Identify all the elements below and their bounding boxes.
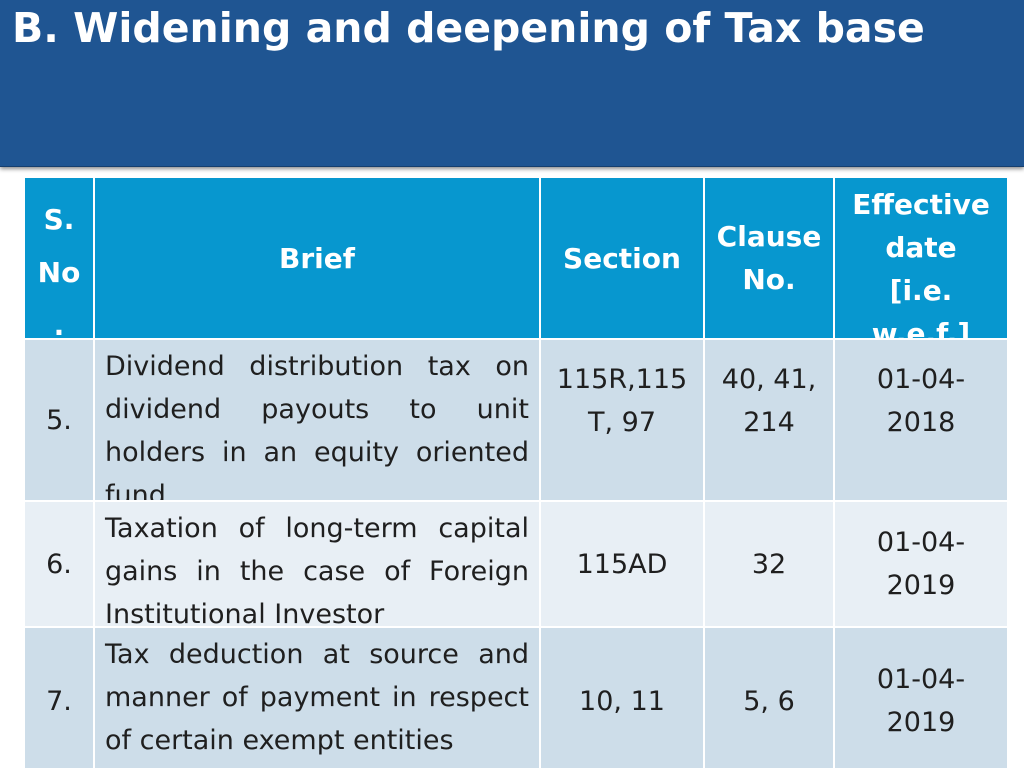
header-sno: S. No . [25,178,93,338]
header-brief-label: Brief [279,241,355,275]
header-clause: Clause No. [705,178,833,338]
effective-line: 01-04- [876,664,966,695]
row-5-clause: 40, 41, 214 [705,340,833,500]
row-6-brief: Taxation of long-term capital gains in t… [95,502,539,626]
row-5-brief: Dividend distribution tax on dividend pa… [95,340,539,500]
row-7-sno: 7. [25,628,93,768]
effective-line: 01-04- [876,527,966,558]
header-effective-line: date [885,231,957,264]
clause-line: 40, 41, [721,364,817,395]
row-7-section: 10, 11 [541,628,703,768]
effective-line: 01-04- [876,364,966,395]
row-5-section: 115R,115 T, 97 [541,340,703,500]
tax-base-table: S. No . Brief Section Clause No. Effecti… [25,178,1007,768]
effective-line: 2019 [886,570,956,601]
row-5-sno: 5. [25,340,93,500]
row-6-effective-date: 01-04- 2019 [835,502,1007,626]
row-6-section: 115AD [541,502,703,626]
header-effective-line: Effective [852,188,990,221]
section-line: 115R,115 [556,364,688,395]
title-bar: B. Widening and deepening of Tax base [0,0,1024,167]
header-clause-line: No. [742,263,796,296]
row-7-clause: 5, 6 [705,628,833,768]
section-line: T, 97 [587,407,656,438]
clause-line: 5, 6 [743,685,795,717]
header-section: Section [541,178,703,338]
effective-line: 2019 [886,707,956,738]
header-section-label: Section [563,241,681,275]
header-effective-line: w.e.f.] [871,317,971,338]
effective-line: 2018 [886,407,956,438]
sno-value: 6. [46,548,72,580]
section-line: 115AD [576,548,668,580]
row-5-effective-date: 01-04- 2018 [835,340,1007,500]
row-6-sno: 6. [25,502,93,626]
header-clause-line: Clause [716,220,822,253]
row-7-effective-date: 01-04- 2019 [835,628,1007,768]
sno-value: 7. [46,685,72,717]
header-effective-date: Effective date [i.e. w.e.f.] [835,178,1007,338]
brief-text: Dividend distribution tax on dividend pa… [105,351,529,500]
slide-title: B. Widening and deepening of Tax base [12,4,925,52]
section-line: 10, 11 [579,685,665,717]
header-sno-line: S. [43,203,75,236]
brief-text: Tax deduction at source and manner of pa… [105,639,529,756]
clause-line: 214 [743,407,795,438]
header-effective-line: [i.e. [889,274,953,307]
header-sno-line: . [53,309,65,338]
clause-line: 32 [751,548,787,580]
header-brief: Brief [95,178,539,338]
sno-value: 5. [46,404,72,436]
header-sno-line: No [37,256,81,289]
row-6-clause: 32 [705,502,833,626]
brief-text: Taxation of long-term capital gains in t… [105,513,529,626]
row-7-brief: Tax deduction at source and manner of pa… [95,628,539,768]
